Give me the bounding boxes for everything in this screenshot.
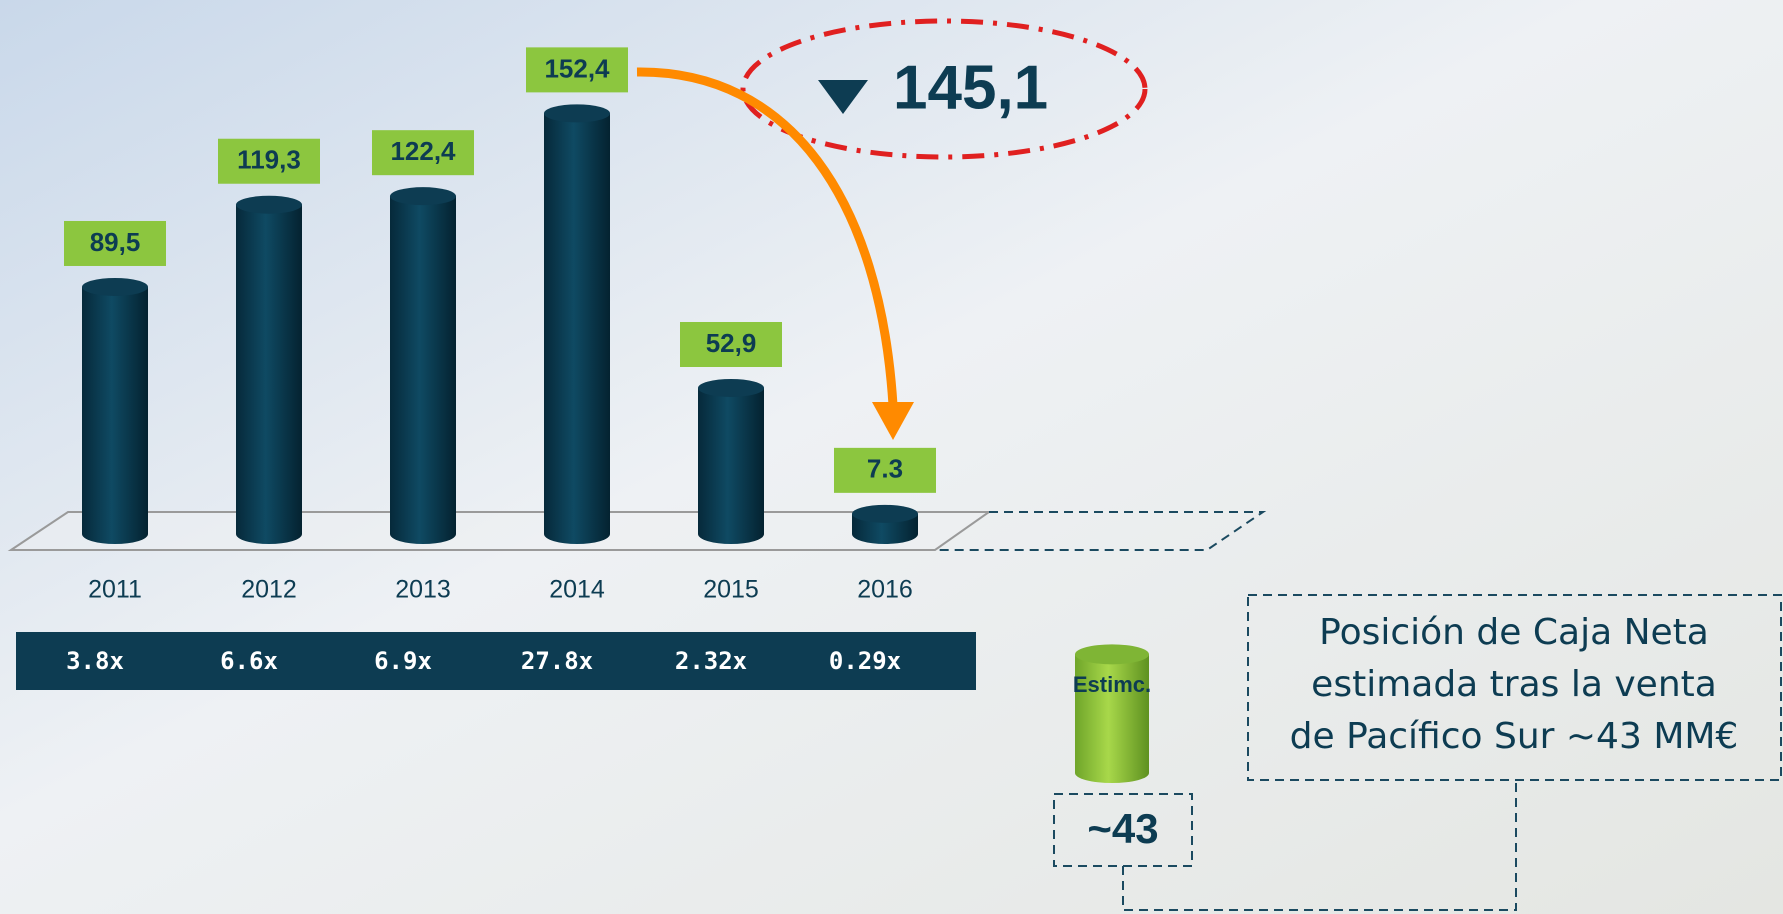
value-label: 89,5	[90, 227, 141, 257]
bar	[544, 113, 610, 534]
value-label: 152,4	[544, 53, 610, 83]
value-label: 119,3	[237, 145, 301, 175]
floor-extension	[935, 511, 1267, 551]
value-label-box	[218, 138, 320, 184]
bar-top	[544, 104, 610, 123]
value-label-box	[834, 447, 936, 493]
note-line: estimada tras la venta	[1311, 664, 1717, 705]
value-label: 122,4	[390, 136, 456, 166]
bar-top	[82, 277, 148, 296]
estimate-label: Estimc.	[1073, 672, 1151, 697]
x-tick-label: 2015	[703, 576, 759, 604]
note-line: de Pacífico Sur ~43 MM€	[1290, 716, 1739, 757]
estimate-value-label: ~43	[1087, 805, 1158, 852]
multiple-label: 0.29x	[829, 647, 901, 675]
value-label-box	[680, 321, 782, 367]
x-tick-label: 2014	[549, 576, 605, 604]
x-tick-label: 2012	[241, 576, 297, 604]
arrow-head	[872, 402, 914, 440]
multiple-label: 6.9x	[374, 647, 432, 675]
multiple-label: 2.32x	[675, 647, 747, 675]
bar	[236, 204, 302, 534]
x-tick-label: 2016	[857, 576, 913, 604]
x-tick-label: 2013	[395, 576, 451, 604]
note-box	[1247, 594, 1782, 781]
value-label-box	[372, 130, 474, 176]
bar-top	[852, 504, 918, 523]
value-label: 52,9	[706, 328, 757, 358]
estimate-top	[1075, 644, 1149, 665]
multiple-label: 3.8x	[66, 647, 124, 675]
estimate-bar	[1075, 654, 1149, 773]
bar	[698, 387, 764, 534]
bar-top	[698, 378, 764, 397]
bar	[82, 286, 148, 534]
multiples-band	[16, 632, 976, 690]
annotation: 145,1	[893, 53, 1048, 122]
floor	[7, 511, 993, 551]
annotation-ellipse	[740, 18, 1148, 160]
bar	[390, 196, 456, 534]
bar-top	[390, 187, 456, 206]
multiple-label: 27.8x	[521, 647, 593, 675]
bar-top	[236, 195, 302, 214]
value-label-box	[526, 47, 628, 93]
connector	[1122, 780, 1517, 911]
x-tick-label: 2011	[88, 576, 142, 604]
arrow	[636, 67, 898, 406]
note-line: Posición de Caja Neta	[1319, 612, 1709, 653]
down-triangle	[818, 80, 868, 114]
multiple-label: 6.6x	[220, 647, 278, 675]
value-label: 7.3	[867, 454, 903, 484]
value-label-box	[64, 220, 166, 266]
